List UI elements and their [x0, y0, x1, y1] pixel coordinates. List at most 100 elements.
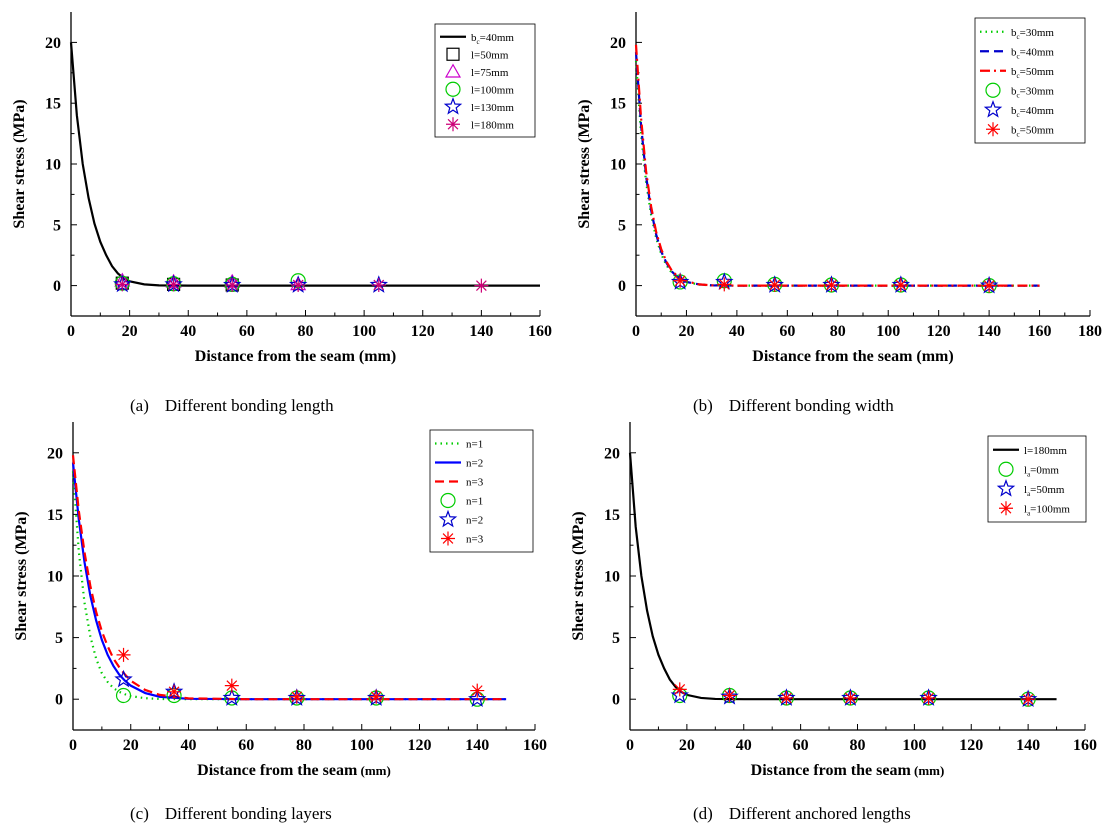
x-tick-label: 80	[298, 323, 314, 340]
x-tick-label: 40	[181, 737, 197, 754]
data-point	[224, 678, 239, 693]
x-tick-label: 140	[977, 323, 1001, 340]
x-tick-label: 100	[902, 737, 926, 754]
x-tick-label: 140	[469, 323, 493, 340]
legend-entry-label: l=75mm	[471, 67, 509, 79]
legend-entry-label: l=180mm	[1024, 445, 1067, 457]
legend-entry-label: n=2	[466, 458, 483, 470]
data-point	[166, 277, 181, 292]
x-tick-label: 100	[350, 737, 374, 754]
x-tick-label: 160	[528, 323, 552, 340]
y-axis-label: Shear stress (MPa)	[570, 511, 587, 640]
y-axis-label: Shear stress (MPa)	[576, 99, 593, 228]
x-tick-label: 20	[678, 323, 694, 340]
legend-entry-label: n=3	[466, 534, 484, 546]
x-tick-label: 60	[238, 737, 254, 754]
data-point	[116, 647, 131, 662]
y-tick-label: 10	[45, 157, 61, 174]
legend-marker-swatch	[443, 97, 463, 115]
legend-entry-label: bc=30mm	[1011, 85, 1054, 99]
x-tick-label: 60	[239, 323, 255, 340]
x-tick-label: 120	[959, 737, 983, 754]
x-tick-label: 160	[1073, 737, 1097, 754]
data-point	[717, 277, 732, 292]
series-line	[71, 471, 507, 701]
legend-entry-label: la=0mm	[1024, 464, 1059, 478]
y-tick-label: 5	[55, 630, 63, 647]
data-point	[779, 690, 794, 705]
legend-marker-swatch	[440, 492, 456, 509]
x-tick-label: 140	[1016, 737, 1040, 754]
legend-entry-label: bc=40mm	[471, 32, 514, 46]
legend-entry-label: l=50mm	[471, 49, 509, 61]
x-axis-label: Distance from the seam (mm)	[197, 762, 391, 779]
y-tick-label: 0	[612, 692, 620, 709]
legend-entry-label: l=100mm	[471, 84, 514, 96]
y-tick-label: 5	[53, 217, 61, 234]
x-tick-label: 0	[69, 737, 77, 754]
x-tick-label: 140	[465, 737, 489, 754]
data-point	[115, 687, 132, 704]
panel-caption: (a) Different bonding length	[130, 396, 334, 415]
data-point	[722, 688, 737, 703]
x-tick-label: 40	[736, 737, 752, 754]
data-point	[767, 277, 782, 292]
data-point	[291, 277, 306, 292]
legend-entry-label: bc=50mm	[1011, 124, 1054, 138]
data-point	[371, 277, 386, 292]
legend: bc=30mm bc=40mm bc=50mm bc=30mm bc=40mm bc=50…	[974, 17, 1086, 144]
legend-box	[429, 429, 534, 553]
legend-marker-swatch	[999, 501, 1013, 516]
legend-marker-swatch	[445, 81, 461, 97]
legend-entry-label: l=180mm	[471, 119, 514, 131]
data-point	[474, 278, 489, 293]
legend-entry-label: n=3	[466, 477, 484, 489]
legend-marker-swatch	[998, 461, 1014, 477]
x-tick-label: 80	[850, 737, 866, 754]
legend-box	[974, 17, 1086, 144]
y-tick-label: 20	[610, 35, 626, 52]
x-tick-label: 160	[523, 737, 547, 754]
legend-entry-label: bc=40mm	[1011, 46, 1054, 60]
x-tick-label: 120	[927, 323, 951, 340]
legend-entry-label: l=130mm	[471, 102, 514, 114]
x-tick-label: 80	[830, 323, 846, 340]
x-axis-label: Distance from the seam (mm)	[752, 348, 953, 365]
data-point	[672, 682, 687, 697]
data-point	[470, 683, 485, 698]
panel-caption: (d) Different anchored lengths	[693, 804, 911, 823]
chart-panel-3: 0 20 40 60 80 100 120 140 160 0 5 10 15 20 Distance fr…	[13, 422, 547, 823]
legend-entry-label: bc=30mm	[1011, 27, 1054, 41]
y-tick-label: 10	[610, 157, 626, 174]
x-tick-label: 40	[180, 323, 196, 340]
legend-entry-label: n=2	[466, 515, 483, 527]
x-tick-label: 0	[632, 323, 640, 340]
legend-marker-swatch	[986, 122, 1000, 137]
data-point	[114, 669, 133, 688]
legend-marker-swatch	[441, 531, 455, 546]
legend-marker-swatch	[983, 100, 1003, 118]
chart-panel-1: 0 20 40 60 80 100 120 140 160 0 5 10 15 20 Distance fr…	[11, 12, 552, 415]
chart-panel-2: 0 20 40 60 80 100 120 140 160 180 0 5 10 15 20 Distance…	[576, 12, 1102, 415]
x-tick-label: 100	[876, 323, 900, 340]
x-tick-label: 80	[296, 737, 312, 754]
y-tick-label: 15	[47, 507, 63, 524]
legend-marker-swatch	[444, 63, 462, 78]
y-tick-label: 15	[45, 96, 61, 113]
data-point	[115, 277, 130, 292]
legend-marker-swatch	[446, 47, 460, 61]
legend-marker-swatch	[438, 509, 458, 528]
x-tick-label: 160	[1028, 323, 1052, 340]
legend-entry-label: la=50mm	[1024, 484, 1065, 498]
y-axis-label: Shear stress (MPa)	[13, 511, 30, 640]
data-point	[1021, 692, 1036, 707]
y-tick-label: 0	[55, 692, 63, 709]
data-point	[225, 277, 240, 292]
data-point	[843, 690, 858, 705]
series-line	[634, 44, 1040, 287]
x-tick-label: 100	[352, 323, 376, 340]
legend-marker-swatch	[446, 117, 460, 132]
data-point	[893, 277, 908, 292]
y-tick-label: 0	[618, 278, 626, 295]
